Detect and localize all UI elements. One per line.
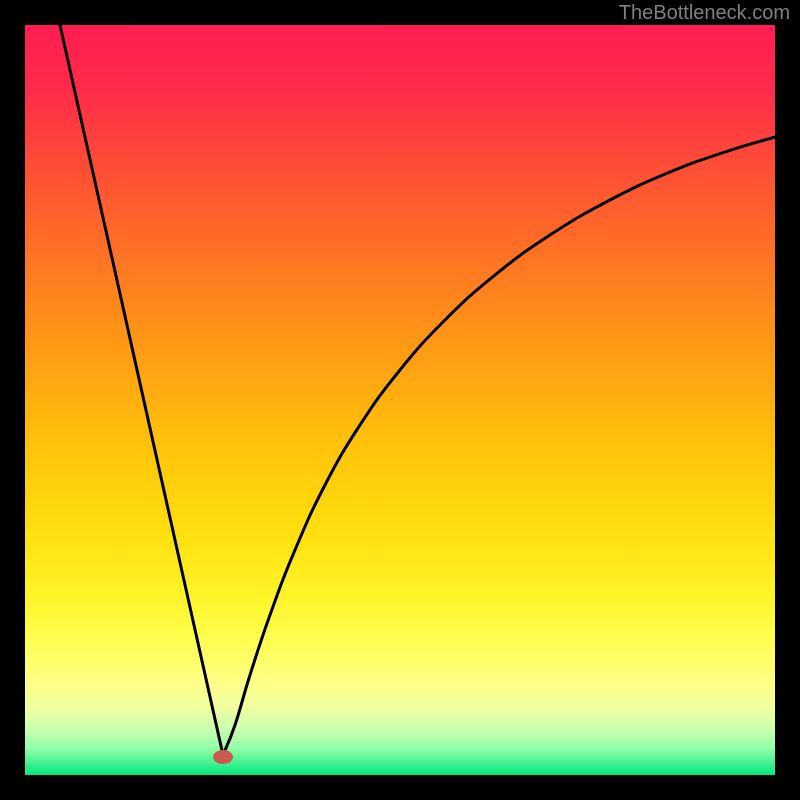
plot-area	[25, 25, 775, 775]
chart-frame: TheBottleneck.com	[0, 0, 800, 800]
curve-layer	[25, 25, 775, 775]
minimum-marker	[213, 750, 233, 764]
bottleneck-curve	[60, 25, 775, 755]
watermark-text: TheBottleneck.com	[619, 2, 790, 25]
